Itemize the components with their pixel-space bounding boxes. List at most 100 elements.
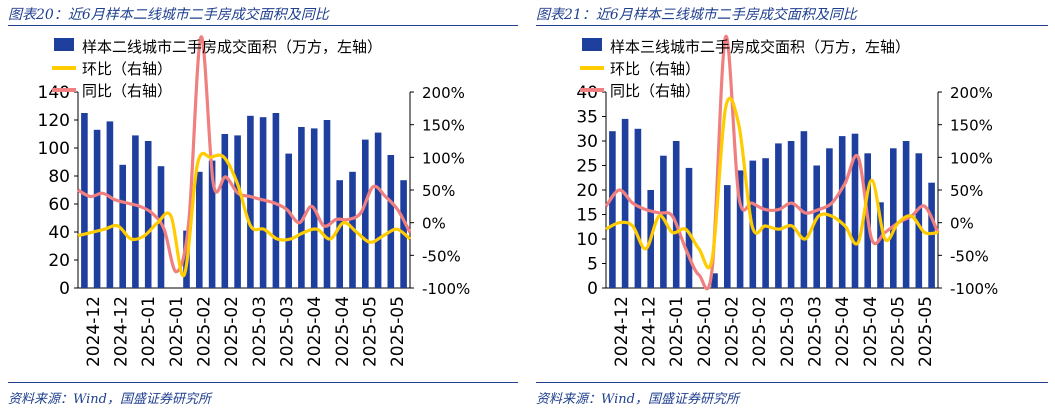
- x-axis-tick-label: 2024-12: [112, 296, 132, 367]
- right-axis-tick-label: -50%: [422, 247, 461, 265]
- left-axis-tick-label: 20: [48, 251, 70, 271]
- data-bar: [762, 158, 769, 288]
- x-axis-tick-label: 2025-02: [222, 296, 242, 367]
- chart-third-tier-cities: 0 5 10 15 20 25 30 35 40 -100% -50% 0% 50% 100% 150% 20…: [576, 35, 998, 367]
- yoy-series-line: [77, 35, 412, 274]
- data-bar: [838, 136, 846, 288]
- data-bar: [106, 121, 114, 289]
- data-bar: [813, 165, 820, 288]
- x-axis-tick-label: 2025-01: [667, 296, 687, 367]
- right-axis-tick-label: 0%: [950, 215, 974, 233]
- data-bar: [609, 131, 616, 288]
- legend-label: 环比（右轴）: [610, 60, 700, 78]
- data-bar: [93, 129, 101, 288]
- left-axis-tick-label: 140: [38, 83, 70, 103]
- right-axis-tick-label: 100%: [950, 149, 993, 167]
- data-bar: [672, 141, 680, 288]
- data-bar: [915, 153, 923, 289]
- left-axis-tick-label: 25: [576, 157, 598, 177]
- x-axis-tick-label: 2025-05: [361, 296, 381, 367]
- data-bar: [119, 164, 126, 288]
- right-axis-tick-label: 200%: [950, 84, 993, 102]
- x-axis-tick-label: 2025-03: [250, 296, 270, 367]
- x-axis-tick-label: 2025-02: [195, 296, 215, 367]
- left-axis-tick-label: 35: [576, 108, 598, 128]
- x-axis-tick-label: 2025-05: [388, 296, 408, 367]
- data-bar: [775, 143, 782, 288]
- data-bar: [660, 155, 667, 288]
- x-axis-tick-label: 2025-01: [695, 296, 715, 367]
- data-bar: [634, 128, 642, 289]
- x-axis-tick-label: 2025-03: [278, 296, 298, 367]
- source-note: 资料来源：Wind，国盛证券研究所: [536, 392, 739, 407]
- x-axis-tick-label: 2025-01: [167, 296, 187, 367]
- right-axis-tick-label: 100%: [422, 149, 465, 167]
- x-axis-tick-label: 2025-04: [833, 296, 853, 367]
- right-figure-panel: 图表21：近6月样本三线城市二手房成交面积及同比 0 5 10 15 20 25 30 35 4…: [536, 0, 1048, 413]
- legend-label: 样本二线城市二手房成交面积（万方，左轴）: [82, 38, 382, 56]
- left-axis-tick-label: 30: [576, 132, 598, 152]
- right-axis-tick-label: -100%: [950, 280, 998, 298]
- left-axis-tick-label: 40: [576, 83, 598, 103]
- left-axis-tick-label: 120: [38, 111, 70, 131]
- data-bar: [787, 141, 795, 288]
- data-bar: [928, 182, 935, 288]
- data-bar: [208, 160, 216, 288]
- right-axis-tick-label: 200%: [422, 84, 465, 102]
- title-rule: [536, 25, 1048, 26]
- data-bar: [736, 170, 744, 288]
- x-axis-tick-label: 2025-01: [139, 296, 159, 367]
- legend-label: 样本三线城市二手房成交面积（万方，左轴）: [610, 38, 910, 56]
- left-axis-tick-label: 5: [587, 255, 598, 275]
- data-bar: [336, 180, 343, 288]
- mom-series-line: [77, 151, 412, 278]
- data-bar: [826, 148, 833, 288]
- data-bar: [890, 148, 897, 288]
- data-bar: [157, 166, 165, 288]
- data-bar: [387, 155, 395, 288]
- left-axis-tick-label: 40: [48, 223, 70, 243]
- legend-bar-swatch: [582, 38, 602, 51]
- left-axis-tick-label: 80: [48, 167, 70, 187]
- yoy-series-line: [604, 35, 940, 291]
- left-figure-panel: 图表20：近6月样本二线城市二手房成交面积及同比 0 20 40 60 80 100 120…: [8, 0, 518, 413]
- legend-label: 同比（右轴）: [610, 82, 700, 100]
- x-axis-tick-label: 2024-12: [84, 296, 104, 367]
- data-bar: [259, 117, 267, 288]
- source-rule: [8, 382, 518, 383]
- left-axis-tick-label: 60: [48, 195, 70, 215]
- figure-title: 图表21：近6月样本三线城市二手房成交面积及同比: [536, 7, 857, 23]
- mom-series-line: [605, 96, 939, 270]
- right-axis-tick-label: 50%: [950, 182, 983, 200]
- data-bar: [247, 115, 254, 288]
- x-axis-tick-label: 2025-05: [889, 296, 909, 367]
- chart-second-tier-cities: 0 20 40 60 80 100 120 140 -100% -50% 0% 50% 100% 150%…: [38, 35, 470, 367]
- right-axis-tick-label: 150%: [950, 117, 993, 135]
- data-bar: [196, 171, 203, 288]
- left-axis-tick-label: 0: [59, 279, 70, 299]
- source-rule: [536, 382, 1048, 383]
- data-bar: [902, 141, 910, 288]
- right-axis-tick-label: 50%: [422, 182, 455, 200]
- data-bar: [144, 141, 152, 288]
- data-bar: [221, 134, 229, 288]
- data-bar: [362, 139, 369, 288]
- data-bar: [374, 132, 382, 288]
- x-axis-tick-label: 2025-05: [916, 296, 936, 367]
- data-bar: [323, 120, 331, 288]
- title-rule: [8, 25, 518, 26]
- right-axis-tick-label: 150%: [422, 117, 465, 135]
- left-axis-tick-label: 10: [576, 230, 598, 250]
- legend-bar-swatch: [54, 38, 74, 51]
- data-bar: [621, 118, 629, 289]
- legend-label: 环比（右轴）: [82, 60, 172, 78]
- data-bar: [877, 202, 884, 289]
- data-bar: [851, 133, 859, 288]
- data-bar: [272, 113, 280, 288]
- legend-label: 同比（右轴）: [82, 82, 172, 100]
- data-bar: [234, 135, 241, 288]
- x-axis-tick-label: 2025-02: [723, 296, 743, 367]
- x-axis-tick-label: 2025-04: [333, 296, 353, 367]
- data-bar: [285, 153, 292, 288]
- x-axis-tick-label: 2025-03: [806, 296, 826, 367]
